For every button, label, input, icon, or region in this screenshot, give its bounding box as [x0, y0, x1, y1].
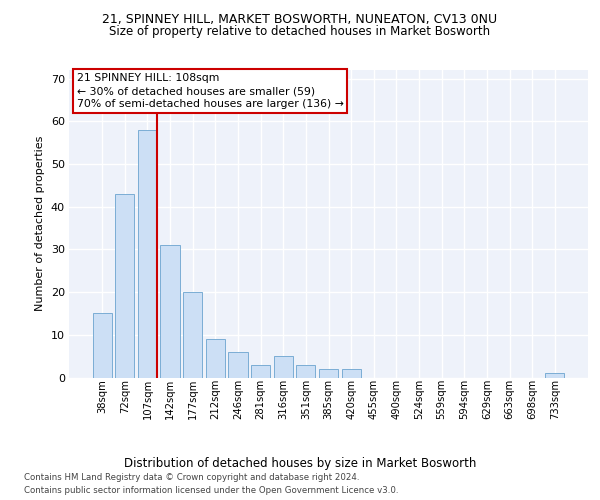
Y-axis label: Number of detached properties: Number of detached properties [35, 136, 45, 312]
Bar [183, 292, 202, 378]
Bar [160, 245, 180, 378]
Bar [206, 339, 225, 378]
Bar [341, 369, 361, 378]
Bar [319, 369, 338, 378]
Text: Contains HM Land Registry data © Crown copyright and database right 2024.: Contains HM Land Registry data © Crown c… [24, 472, 359, 482]
Bar [138, 130, 157, 378]
Bar [545, 373, 565, 378]
Bar [115, 194, 134, 378]
Text: Distribution of detached houses by size in Market Bosworth: Distribution of detached houses by size … [124, 458, 476, 470]
Bar [251, 364, 270, 378]
Text: Contains public sector information licensed under the Open Government Licence v3: Contains public sector information licen… [24, 486, 398, 495]
Text: 21 SPINNEY HILL: 108sqm
← 30% of detached houses are smaller (59)
70% of semi-de: 21 SPINNEY HILL: 108sqm ← 30% of detache… [77, 73, 344, 110]
Bar [92, 314, 112, 378]
Text: 21, SPINNEY HILL, MARKET BOSWORTH, NUNEATON, CV13 0NU: 21, SPINNEY HILL, MARKET BOSWORTH, NUNEA… [103, 12, 497, 26]
Bar [229, 352, 248, 378]
Text: Size of property relative to detached houses in Market Bosworth: Size of property relative to detached ho… [109, 25, 491, 38]
Bar [274, 356, 293, 378]
Bar [296, 364, 316, 378]
